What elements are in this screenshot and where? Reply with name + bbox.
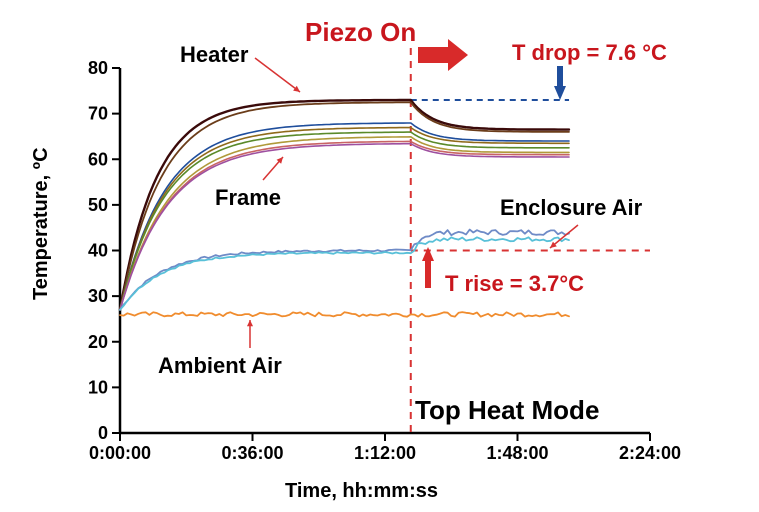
svg-text:0: 0	[98, 423, 108, 443]
label-ambient-air: Ambient Air	[158, 353, 282, 379]
svg-text:30: 30	[88, 286, 108, 306]
svg-text:1:48:00: 1:48:00	[486, 443, 548, 463]
svg-text:1:12:00: 1:12:00	[354, 443, 416, 463]
label-piezo-on: Piezo On	[305, 17, 416, 48]
label-enclosure-air: Enclosure Air	[500, 195, 642, 221]
y-axis-label: Temperature, ºC	[30, 147, 53, 300]
temperature-chart: 0 10 20 30 40 50 60 70 80 0:00:00 0:36:00 1:12:00 1:…	[0, 0, 759, 512]
label-heater: Heater	[180, 42, 248, 68]
label-t-drop: T drop = 7.6 °C	[512, 40, 667, 66]
x-axis-label: Time, hh:mm:ss	[285, 480, 438, 503]
svg-text:0:36:00: 0:36:00	[221, 443, 283, 463]
label-frame: Frame	[215, 185, 281, 211]
svg-text:40: 40	[88, 241, 108, 261]
svg-text:80: 80	[88, 58, 108, 78]
label-t-rise: T rise = 3.7°C	[445, 271, 584, 297]
svg-text:10: 10	[88, 377, 108, 397]
svg-text:60: 60	[88, 149, 108, 169]
svg-text:2:24:00: 2:24:00	[619, 443, 681, 463]
svg-text:70: 70	[88, 104, 108, 124]
svg-text:0:00:00: 0:00:00	[89, 443, 151, 463]
svg-text:50: 50	[88, 195, 108, 215]
label-top-heat-mode: Top Heat Mode	[415, 395, 599, 426]
svg-text:20: 20	[88, 332, 108, 352]
